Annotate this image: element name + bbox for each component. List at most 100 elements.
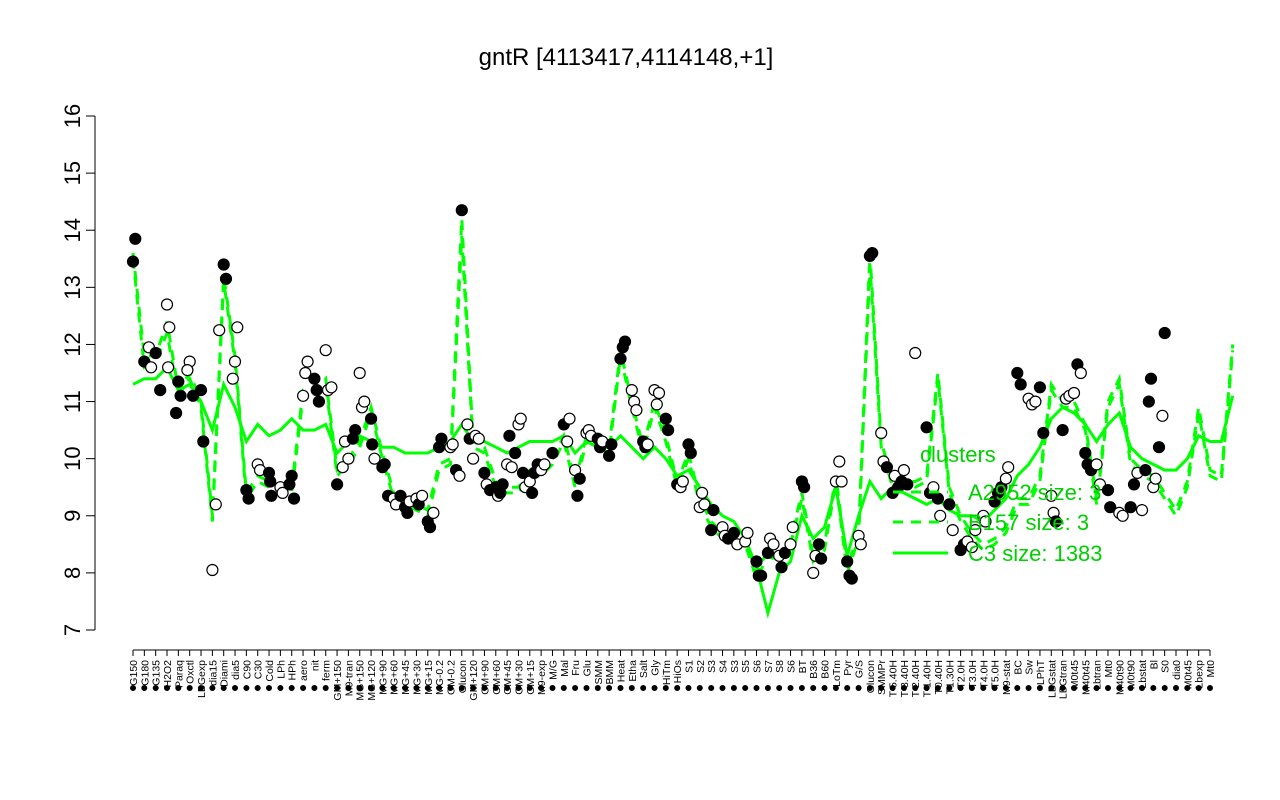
rug-mark [798, 685, 805, 692]
rug-mark [1048, 685, 1055, 692]
data-point [525, 486, 539, 499]
x-tick-label: T5.0H [990, 660, 1002, 689]
x-tick-label: dia0 [1171, 660, 1183, 680]
x-tick-label: dia15 [207, 660, 219, 686]
rug-mark [810, 685, 817, 692]
data-point [1090, 458, 1103, 471]
data-point [1014, 378, 1027, 391]
rug-mark [492, 685, 499, 692]
x-tick-label: S3 [706, 660, 718, 673]
rug-mark [1184, 685, 1191, 692]
data-point [1149, 472, 1162, 485]
data-point [478, 466, 491, 479]
rug-mark [1127, 685, 1134, 692]
x-tick-label: S6 [752, 660, 764, 673]
rug-mark [696, 685, 703, 692]
data-point [149, 346, 162, 360]
data-point [349, 424, 362, 437]
data-point [835, 475, 848, 488]
x-tick-label: Diami [219, 660, 231, 687]
rug-mark [152, 685, 159, 692]
y-tick-label: 10 [60, 446, 85, 470]
chart-title: gntR [4113417,4114148,+1] [479, 44, 774, 71]
data-point [934, 509, 947, 522]
data-point [378, 458, 391, 471]
rug-mark [1207, 685, 1214, 692]
data-point [546, 446, 559, 460]
x-tick-label: GM+45 [502, 660, 514, 695]
data-point [427, 506, 440, 520]
data-point [1056, 424, 1069, 437]
rug-mark [390, 685, 397, 692]
x-tick-label: T4.0H [978, 660, 990, 689]
series-line-2 [132, 364, 1235, 619]
rug-mark [141, 685, 148, 692]
rug-mark [651, 685, 658, 692]
rug-mark [129, 685, 136, 692]
x-tick-label: T-3.40H [899, 660, 911, 697]
data-point [979, 515, 992, 528]
data-point [231, 321, 244, 334]
x-tick-label: G180 [139, 660, 151, 686]
rug-mark [231, 685, 238, 692]
x-tick-label: S2 [695, 660, 707, 673]
data-point [368, 452, 381, 465]
data-point [845, 572, 858, 585]
x-tick-label: T-5.40H [888, 660, 900, 697]
data-point [602, 449, 616, 462]
rug-mark [764, 685, 771, 692]
data-point [1135, 504, 1149, 517]
data-point [561, 435, 574, 448]
x-tick-label: MG+150 [355, 660, 367, 701]
y-tick-label: 7 [60, 624, 85, 636]
rug-mark [742, 685, 749, 692]
data-point [508, 446, 522, 460]
x-tick-label: M0t90 [1126, 660, 1138, 689]
x-tick-label: HPh [287, 660, 299, 681]
rug-mark [413, 685, 420, 692]
data-point [423, 521, 437, 534]
data-point [1101, 484, 1115, 497]
x-tick-label: Lbstat [1137, 660, 1149, 689]
data-point [931, 492, 945, 505]
x-tick-label: S3 [729, 660, 741, 673]
x-tick-label: Mt0 [1205, 660, 1217, 678]
data-point [209, 498, 222, 511]
data-point [206, 563, 219, 577]
x-tick-label: ferm [321, 660, 333, 681]
rug-mark [934, 685, 941, 692]
rug-mark [1002, 685, 1009, 692]
data-point [969, 523, 982, 537]
data-point [727, 526, 741, 540]
x-tick-label: HiOs [672, 660, 684, 683]
x-tick-label: LPh [275, 660, 287, 679]
data-point [1029, 395, 1042, 408]
rug-mark [288, 685, 295, 692]
rug-mark [889, 685, 896, 692]
rug-mark [844, 685, 851, 692]
x-tick-label: G/S [854, 660, 866, 678]
x-tick-label: M/G [548, 660, 560, 680]
data-point [695, 486, 709, 499]
rug-mark [458, 685, 465, 692]
legend: clusters A2952 size: 3 B157 size: 3 C3 s… [893, 442, 1103, 566]
data-point [707, 504, 720, 517]
x-tick-label: Cold [264, 660, 276, 682]
data-point [287, 492, 301, 505]
rug-mark [186, 685, 193, 692]
data-point [283, 478, 296, 491]
data-point [394, 489, 407, 502]
data-point [946, 523, 959, 537]
rug-mark [900, 685, 907, 692]
data-point [1127, 478, 1141, 491]
rug-mark [197, 685, 204, 692]
x-tick-label: MG+120 [366, 660, 378, 701]
rug-mark [175, 685, 182, 692]
rug-mark [719, 685, 726, 692]
data-point [172, 375, 185, 388]
data-point [1142, 395, 1155, 408]
x-tick-label: Bl [1148, 660, 1160, 669]
data-point [754, 569, 768, 582]
data-point [605, 438, 618, 451]
data-point [841, 555, 854, 568]
